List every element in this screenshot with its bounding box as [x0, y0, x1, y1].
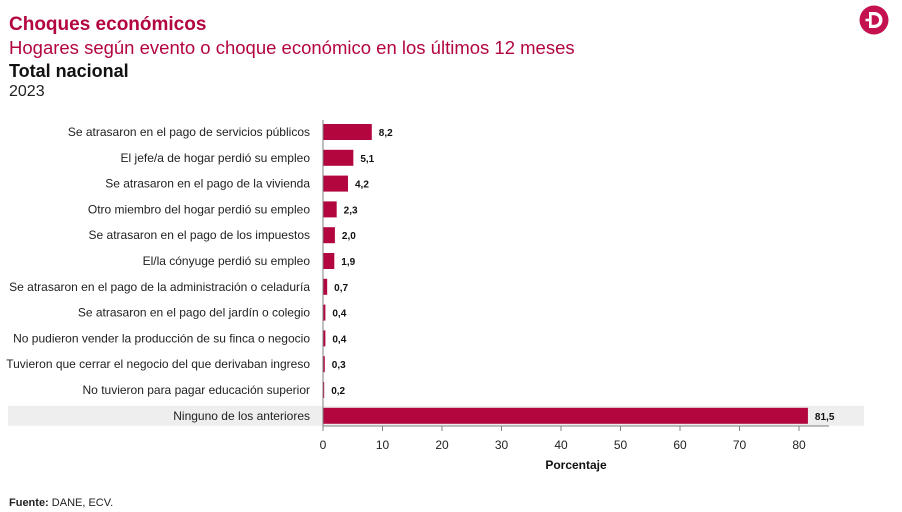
- source-note: Fuente: DANE, ECV.: [9, 497, 113, 509]
- bar: [323, 407, 808, 424]
- bar: [323, 227, 335, 244]
- bar: [323, 330, 326, 347]
- category-label: No pudieron vender la producción de su f…: [13, 331, 310, 345]
- value-label: 0,7: [334, 283, 348, 294]
- value-label: 0,4: [332, 334, 346, 345]
- value-label: 8,2: [379, 128, 393, 139]
- category-label: Otro miembro del hogar perdió su empleo: [88, 202, 310, 216]
- chart-subtitle: Hogares según evento o choque económico …: [9, 37, 575, 58]
- dane-logo-icon: [859, 5, 889, 35]
- x-tick-label: 60: [673, 438, 687, 452]
- bar: [323, 149, 354, 166]
- bar: [323, 253, 335, 269]
- x-tick-label: 10: [376, 438, 390, 452]
- category-label: Se atrasaron en el pago de la vivienda: [105, 177, 310, 191]
- bar: [323, 304, 326, 321]
- x-tick-label: 40: [554, 438, 568, 452]
- bar: [323, 382, 325, 398]
- category-label: Se atrasaron en el pago de los impuestos: [89, 228, 310, 242]
- x-tick-label: 30: [495, 438, 509, 452]
- value-label: 81,5: [815, 412, 835, 423]
- chart-title: Choques económicos: [9, 14, 207, 35]
- source-text: DANE, ECV.: [51, 497, 114, 509]
- chart-scope: Total nacional: [9, 61, 129, 81]
- x-tick-label: 0: [320, 438, 327, 452]
- source-label: Fuente:: [9, 497, 49, 509]
- x-tick-label: 80: [792, 438, 806, 452]
- bar-chart: Se atrasaron en el pago de servicios púb…: [6, 120, 864, 472]
- category-label: El jefe/a de hogar perdió su empleo: [121, 151, 311, 165]
- logo-bar: [865, 18, 871, 22]
- bar: [323, 175, 348, 192]
- x-tick-label: 50: [614, 438, 628, 452]
- logo-d-glyph: [869, 12, 883, 28]
- chart-year: 2023: [9, 83, 45, 100]
- category-label: Ninguno de los anteriores: [173, 409, 310, 423]
- value-label: 0,2: [331, 386, 345, 397]
- bar: [323, 356, 325, 373]
- category-label: El/la cónyuge perdió su empleo: [143, 254, 311, 268]
- value-label: 5,1: [360, 154, 374, 165]
- bar: [323, 278, 328, 295]
- x-axis-label: Porcentaje: [545, 458, 607, 472]
- x-tick-label: 20: [435, 438, 449, 452]
- value-label: 4,2: [355, 180, 369, 191]
- x-tick-label: 70: [733, 438, 747, 452]
- value-label: 0,3: [332, 360, 346, 371]
- category-label: Se atrasaron en el pago de servicios púb…: [68, 125, 310, 139]
- logo-circle: [859, 5, 889, 35]
- category-label: Se atrasaron en el pago de la administra…: [9, 280, 310, 294]
- bar: [323, 201, 337, 218]
- value-label: 2,3: [344, 205, 358, 216]
- category-label: Tuvieron que cerrar el negocio del que d…: [6, 357, 310, 371]
- bar: [323, 124, 372, 140]
- value-label: 0,4: [332, 309, 346, 320]
- category-label: No tuvieron para pagar educación superio…: [83, 383, 310, 397]
- category-label: Se atrasaron en el pago del jardín o col…: [78, 306, 310, 320]
- value-label: 2,0: [342, 231, 356, 242]
- value-label: 1,9: [341, 257, 355, 268]
